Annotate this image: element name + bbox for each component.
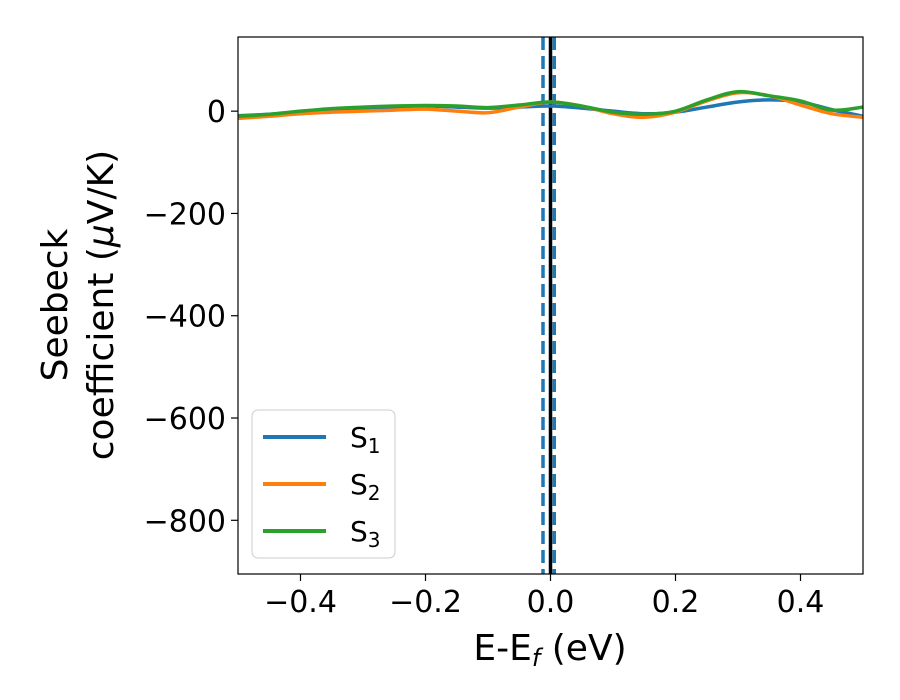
reference-lines	[541, 37, 556, 574]
y-axis-label-line2: coefficient (μV/K)	[81, 150, 122, 460]
legend-label-s3: S3	[350, 515, 381, 552]
x-axis-ticks: −0.4 −0.2 0.0 0.2 0.4	[264, 574, 824, 620]
y-tick-label: 0	[207, 95, 226, 130]
legend: S1 S2 S3	[251, 409, 396, 559]
y-axis-ticks: 0 −200 −400 −600 −800	[144, 95, 238, 539]
x-tick-label: 0.4	[777, 585, 825, 620]
y-tick-label: −200	[144, 197, 226, 232]
x-tick-label: −0.4	[264, 585, 337, 620]
series-line-s3	[238, 89, 863, 119]
y-tick-label: −600	[144, 402, 226, 437]
legend-label-s1: S1	[350, 421, 381, 458]
legend-label-s2: S2	[350, 468, 381, 505]
x-tick-label: 0.0	[527, 585, 575, 620]
x-tick-label: 0.2	[652, 585, 700, 620]
series-lines	[238, 89, 863, 121]
x-tick-label: −0.2	[389, 585, 462, 620]
y-axis-label: Seebeck coefficient (μV/K)	[35, 150, 122, 460]
y-tick-label: −800	[144, 504, 226, 539]
y-tick-label: −400	[144, 300, 226, 335]
x-axis-label: E-Ef (eV)	[473, 628, 626, 672]
y-axis-label-line1: Seebeck	[35, 228, 76, 381]
